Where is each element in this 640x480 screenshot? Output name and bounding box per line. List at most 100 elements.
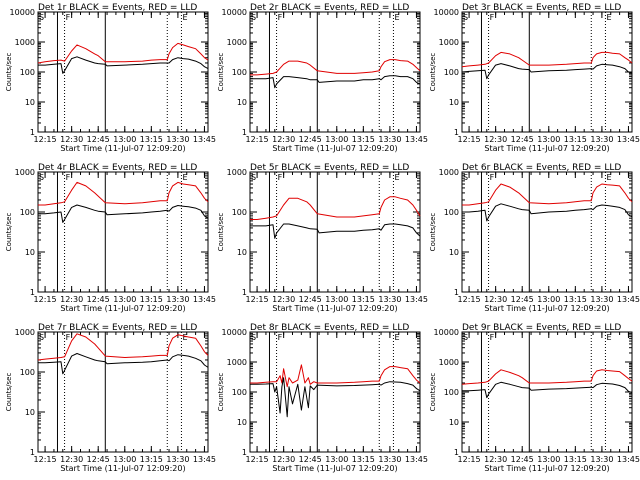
y-axis-label: Counts/sec: [217, 373, 225, 412]
x-tick-label: 12:45: [511, 295, 534, 304]
x-axis-label: Start Time (11-Jul-07 12:09:20): [272, 464, 397, 473]
y-tick-label: 1000: [439, 358, 459, 367]
plot-frame: [249, 171, 421, 293]
marker-label: E: [606, 13, 611, 22]
marker-label: S: [39, 13, 44, 22]
y-tick-label: 1: [242, 448, 247, 457]
x-tick-label: 12:45: [87, 135, 110, 144]
series-lld-line: [37, 42, 209, 64]
x-tick-label: 12:15: [246, 295, 269, 304]
marker-label: F: [66, 173, 71, 182]
x-tick-label: 13:45: [617, 295, 640, 304]
series-lld-line: [462, 183, 633, 206]
x-tick-label: 13:30: [166, 135, 189, 144]
y-tick-label: 1: [30, 448, 35, 457]
x-tick-label: 12:30: [484, 295, 507, 304]
x-tick-label: 12:45: [511, 135, 534, 144]
x-tick-label: 13:00: [113, 295, 136, 304]
marker-label: F: [490, 13, 495, 22]
y-tick-label: 100: [444, 388, 459, 397]
marker-label: E: [394, 13, 399, 22]
x-axis-label: Start Time (11-Jul-07 12:09:20): [272, 304, 397, 313]
x-axis-label: Start Time (11-Jul-07 12:09:20): [60, 464, 185, 473]
x-tick-label: 12:30: [272, 135, 295, 144]
marker-label: S: [463, 333, 468, 342]
marker-label: E: [606, 173, 611, 182]
detector-panel: Det 5r BLACK = Events, RED = LLD 1 10 100 10…: [217, 163, 428, 313]
x-axis-label: Start Time (11-Jul-07 12:09:20): [60, 304, 185, 313]
panel-title: Det 1r BLACK = Events, RED = LLD: [38, 3, 197, 13]
x-tick-label: 13:15: [352, 135, 375, 144]
y-tick-label: 10000: [10, 8, 35, 17]
x-tick-label: 13:15: [140, 135, 163, 144]
y-axis-label: Counts/sec: [429, 213, 437, 252]
x-tick-label: 13:30: [590, 295, 613, 304]
series-lld-line: [38, 181, 209, 206]
x-tick-label: 12:45: [299, 455, 322, 464]
y-ticks: [250, 331, 420, 453]
y-ticks: [462, 331, 632, 453]
y-tick-label: 1000: [227, 38, 247, 47]
x-tick-label: 13:45: [617, 135, 640, 144]
detector-panel: Det 1r BLACK = Events, RED = LLD 1 10 100 10…: [5, 3, 216, 153]
plot-frame: [249, 331, 421, 453]
y-tick-label: 1000: [15, 328, 35, 337]
x-tick-label: 13:30: [590, 455, 613, 464]
y-tick-label: 1000: [15, 168, 35, 177]
y-ticks: [462, 171, 632, 293]
x-tick-label: 12:15: [458, 295, 481, 304]
series-events-line: [38, 353, 209, 375]
marker-label: E: [182, 13, 187, 22]
y-tick-label: 10: [449, 248, 459, 257]
y-tick-label: 10000: [222, 328, 247, 337]
detector-panel: Det 4r BLACK = Events, RED = LLD 1 10 100 10…: [5, 163, 216, 313]
y-ticks: [38, 331, 208, 453]
marker-label: F: [278, 333, 283, 342]
y-axis-label: Counts/sec: [429, 373, 437, 412]
x-tick-label: 12:30: [60, 135, 83, 144]
y-tick-label: 10: [25, 98, 35, 107]
series-events-line: [462, 381, 633, 399]
y-tick-label: 1: [242, 128, 247, 137]
x-tick-label: 13:00: [537, 295, 560, 304]
x-tick-label: 12:15: [34, 295, 57, 304]
marker-label: F: [66, 333, 71, 342]
detector-panel: Det 8r BLACK = Events, RED = LLD 1 10 100 10…: [217, 323, 428, 473]
y-tick-label: 10: [449, 418, 459, 427]
y-ticks: [38, 171, 208, 293]
y-tick-label: 1: [454, 288, 459, 297]
x-tick-label: 13:30: [166, 295, 189, 304]
x-tick-label: 12:45: [511, 455, 534, 464]
y-tick-label: 10: [25, 408, 35, 417]
y-tick-label: 1000: [15, 38, 35, 47]
detector-panel: Det 7r BLACK = Events, RED = LLD 1 10 100 10…: [5, 323, 216, 473]
marker-label: F: [490, 333, 495, 342]
marker-label: E: [182, 173, 187, 182]
x-tick-label: 13:30: [590, 135, 613, 144]
x-tick-label: 13:00: [537, 455, 560, 464]
x-tick-label: 13:15: [564, 295, 587, 304]
series-lld-line: [37, 333, 209, 361]
x-tick-label: 13:15: [140, 295, 163, 304]
panel-title: Det 3r BLACK = Events, RED = LLD: [462, 3, 621, 13]
y-tick-label: 10000: [434, 8, 459, 17]
y-axis-label: Counts/sec: [5, 53, 13, 92]
x-tick-label: 13:15: [564, 135, 587, 144]
y-ticks: [38, 11, 208, 133]
y-tick-label: 100: [232, 388, 247, 397]
x-tick-label: 13:00: [113, 135, 136, 144]
series-events-line: [250, 75, 421, 89]
x-tick-label: 13:30: [378, 135, 401, 144]
y-tick-label: 100: [232, 68, 247, 77]
x-tick-label: 13:00: [325, 135, 348, 144]
y-tick-label: 10000: [222, 8, 247, 17]
panel-title: Det 9r BLACK = Events, RED = LLD: [462, 323, 621, 333]
y-tick-label: 1: [30, 288, 35, 297]
x-axis-label: Start Time (11-Jul-07 12:09:20): [484, 304, 609, 313]
series-lld-line: [461, 51, 633, 68]
x-tick-label: 12:45: [299, 135, 322, 144]
marker-label: S: [39, 333, 44, 342]
detector-panel: Det 2r BLACK = Events, RED = LLD 1 10 100 10…: [217, 3, 428, 153]
x-tick-label: 13:15: [352, 455, 375, 464]
